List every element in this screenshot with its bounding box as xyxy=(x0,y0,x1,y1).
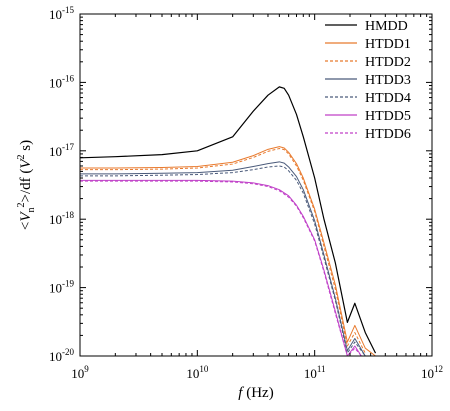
y-tick-label: 10-20 xyxy=(49,347,74,364)
plot-area xyxy=(80,86,377,356)
series-line-htdd1 xyxy=(80,146,376,356)
x-tick-label: 1010 xyxy=(186,364,209,381)
series-line-htdd6 xyxy=(80,180,362,356)
x-axis-title: f (Hz) xyxy=(238,385,273,401)
x-tick-label: 109 xyxy=(71,364,89,381)
legend-label: HTDD3 xyxy=(365,73,411,88)
legend-label: HTDD2 xyxy=(365,55,411,70)
axis-tick-labels: 109 1010 1011 1012 10-20 10-19 10-18 10-17 10-16… xyxy=(49,5,443,381)
legend-label: HTDD1 xyxy=(365,37,411,52)
series-line-htdd5 xyxy=(80,179,362,356)
legend-label: HTDD6 xyxy=(365,127,411,142)
y-tick-label: 10-17 xyxy=(49,142,74,159)
series-line-hmdd xyxy=(80,86,377,354)
y-tick-label: 10-15 xyxy=(49,5,74,22)
series-line-htdd4 xyxy=(80,165,366,356)
y-tick-label: 10-18 xyxy=(49,210,74,227)
series-line-htdd2 xyxy=(80,148,366,354)
x-tick-label: 1011 xyxy=(304,364,326,381)
x-tick-label: 1012 xyxy=(421,364,443,381)
y-tick-label: 10-19 xyxy=(49,279,74,296)
y-tick-label: 10-16 xyxy=(49,73,74,90)
legend: HMDD HTDD1 HTDD2 HTDD3 HTDD4 HTDD5 HTDD6 xyxy=(325,19,411,142)
plot-frame xyxy=(79,13,433,357)
legend-label: HTDD5 xyxy=(365,109,411,124)
legend-label: HTDD4 xyxy=(365,91,411,106)
series-line-htdd3 xyxy=(80,161,366,356)
legend-label: HMDD xyxy=(365,19,408,34)
y-axis-title: <Vn2>/df (V2 s) xyxy=(16,140,37,230)
axis-ticks xyxy=(79,14,432,357)
